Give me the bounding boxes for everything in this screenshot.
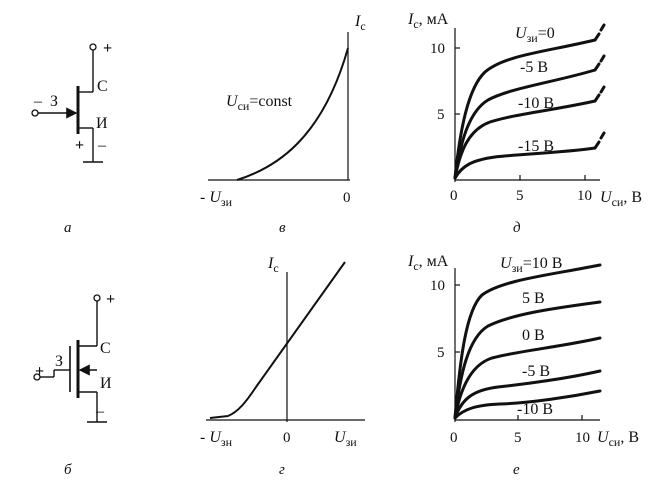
gate-sign: + [35,363,44,380]
source-label: И [96,115,108,132]
curve-ugs-minus10 [453,99,597,180]
curve-ugs-minus15 [453,146,597,180]
y-axis-label: Iс [354,13,366,33]
source-minus: – [95,403,105,420]
source-minus: – [97,137,107,154]
x-left-label: - Uзн [200,429,233,449]
curve-label-minus10: -10 В [518,95,554,112]
curve-label-0: 0 В [522,327,545,344]
y-axis-label: Iс, мА [407,253,449,273]
constant-annotation: Uси=const [226,93,293,113]
x-tick-5: 5 [516,188,524,204]
gate-sign: – [33,93,43,110]
x-axis-label: - Uзи [200,189,233,209]
y-tick-10: 10 [430,41,445,57]
panel-v-caption: в [279,220,286,236]
gate-terminal-icon [31,109,39,117]
drain-label: С [100,340,111,357]
panel-a-transistor-symbol: + С И + – – З [31,40,112,163]
curve-label-5: 5 В [522,290,545,307]
y-tick-5: 5 [437,345,445,361]
x-axis-label: Uси, В [600,189,642,209]
curve-ugs-minus10 [453,389,602,420]
curve-label-minus5: -5 В [520,59,548,76]
panel-g-transfer-characteristic: Iс - Uзн 0 Uзи [200,255,365,449]
curve-label-ugs-0: Uзи=0 [515,25,555,45]
drain-terminal-icon [89,43,97,51]
gate-label: З [55,353,63,370]
curve-label-ugs-10: Uзи=10 В [500,255,562,275]
x-tick-10: 10 [575,430,590,446]
x-axis-label: Uси, В [597,429,639,449]
panel-v-transfer-characteristic: Iс Uси=const - Uзи 0 [200,13,366,209]
drain-sign: + [106,291,115,308]
x-tick-0: 0 [450,188,458,204]
curve-ugs-0 [453,336,602,420]
curve-ugs-minus15-breakdown [593,131,606,150]
curve-ugs-minus5 [453,369,602,420]
gate-label: З [50,93,58,110]
x-zero-label: 0 [343,190,351,206]
curve-label-minus15: -15 В [518,138,554,155]
x-tick-10: 10 [577,188,592,204]
panel-d-output-characteristics: 10 5 0 5 10 Iс, мА Uси, В Uзи=0 -5 В -10… [407,11,642,209]
panel-d-caption: д [513,220,521,236]
y-axis-label: Iс, мА [407,11,449,31]
panel-b-transistor-symbol: + С И – + З [33,291,115,423]
curve-ugs-minus5 [453,68,597,180]
x-tick-0: 0 [450,430,458,446]
drain-label: С [97,78,108,95]
curve-label-minus10: -10 В [517,401,553,418]
curve-ugs-minus10-breakdown [593,85,606,103]
panel-e-caption: е [513,462,520,478]
x-tick-5: 5 [514,430,522,446]
curve-ugs-minus5-breakdown [593,54,606,72]
panel-e-output-characteristics: 10 5 0 5 10 Iс, мА Uси, В Uзи=10 В 5 В 0… [407,253,639,449]
curve-label-minus5: -5 В [522,363,550,380]
transfer-curve [209,261,346,419]
curve-ugs-10 [453,263,602,420]
transfer-curve [236,47,349,181]
panel-g-caption: г [279,462,285,478]
y-tick-5: 5 [437,107,445,123]
drain-terminal-icon [93,294,101,302]
curve-ugs-0-breakdown [593,23,606,42]
panel-a-caption: а [64,220,72,236]
curve-ugs-0 [453,38,597,180]
drain-sign: + [103,40,112,57]
y-axis-label: Iс [267,255,279,275]
x-zero-label: 0 [283,430,291,446]
curve-ugs-5 [453,300,602,420]
x-right-label: Uзи [334,429,357,449]
y-tick-10: 10 [430,278,445,294]
source-plus: + [75,137,84,154]
panel-b-caption: б [64,462,72,478]
source-label: И [100,375,112,392]
